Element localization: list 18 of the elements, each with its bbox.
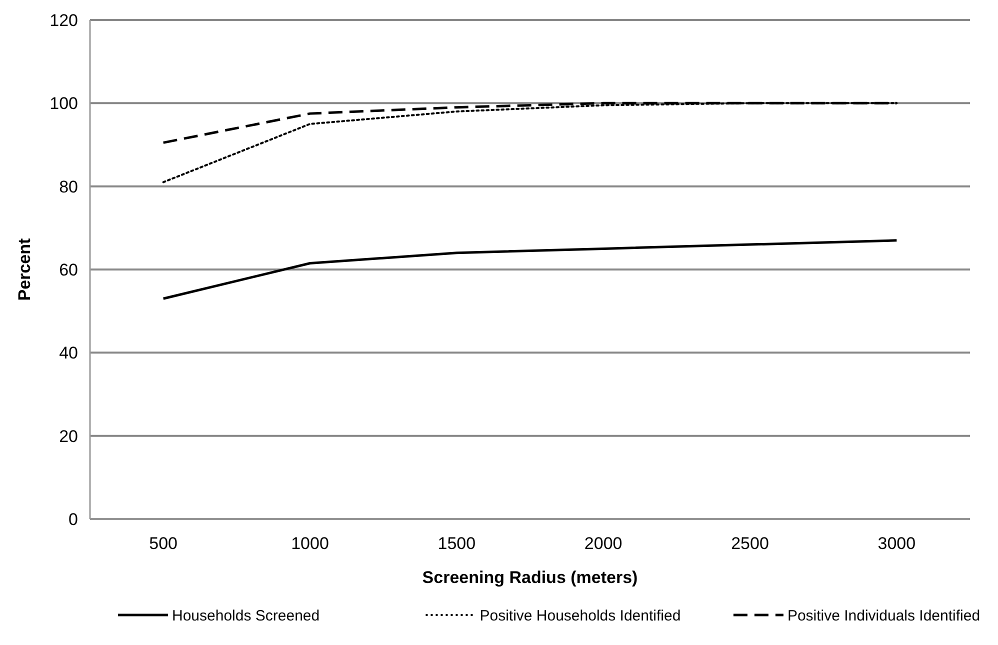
legend-label: Positive Households Identified [480, 607, 681, 624]
y-tick-label: 20 [59, 426, 78, 446]
y-tick-label: 0 [68, 510, 78, 529]
legend-label: Positive Individuals Identified [787, 607, 980, 624]
x-tick-label: 1000 [291, 534, 329, 553]
x-tick-label: 1500 [438, 534, 476, 553]
y-tick-label: 60 [59, 260, 78, 280]
y-tick-label: 120 [50, 10, 78, 30]
y-tick-label: 80 [59, 177, 78, 196]
y-tick-label: 40 [59, 344, 78, 363]
x-tick-label: 500 [149, 534, 178, 553]
x-tick-label: 3000 [878, 534, 916, 553]
y-tick-label: 100 [50, 94, 78, 114]
x-tick-label: 2500 [731, 534, 769, 553]
x-tick-label: 2000 [584, 534, 622, 553]
legend-label: Households Screened [172, 607, 320, 624]
x-axis-title: Screening Radius (meters) [422, 568, 638, 587]
y-axis-title: Percent [15, 238, 34, 301]
